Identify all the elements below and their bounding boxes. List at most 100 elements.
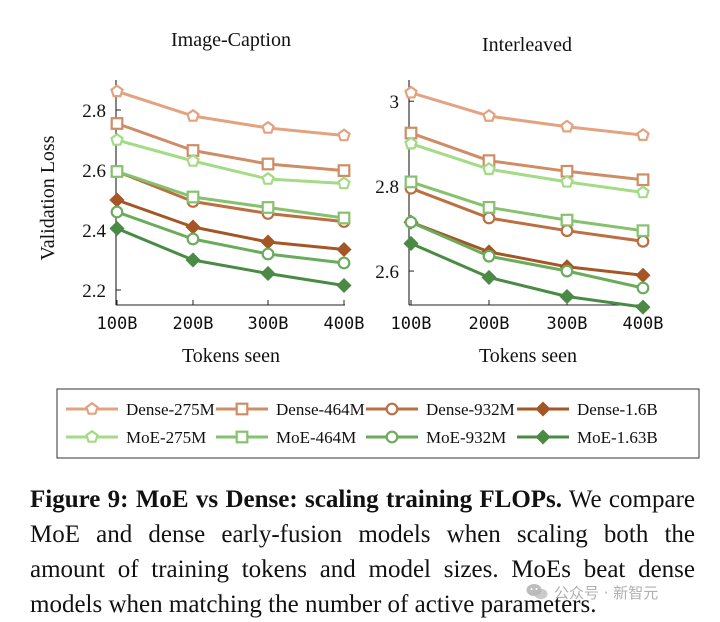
series-moe-464m-interleaved: [404, 175, 650, 238]
chart-interleaved: Interleaved Tokens seen 2.6 2.8 3 100B 200B 300…: [375, 34, 663, 367]
series-line: [410, 142, 644, 194]
series-moe-275m-interleaved: [404, 136, 650, 199]
data-point: [261, 247, 275, 261]
x-tick-label: 400B: [623, 314, 664, 334]
y-tick-label: 2.2: [82, 281, 106, 302]
series-moe-464m-image-caption: [110, 165, 351, 225]
data-point: [636, 234, 650, 248]
chart-image-caption: Image-Caption Tokens seen Validation Loss 2…: [37, 29, 364, 367]
chart-title-image-caption: Image-Caption: [171, 29, 291, 51]
y-tick-label: 3: [390, 92, 400, 113]
y-tick-label: 2.6: [82, 161, 106, 182]
legend-marker: [385, 402, 399, 416]
series-moe-1-63b-image-caption: [109, 220, 352, 294]
data-point: [482, 211, 496, 225]
x-tick-label: 200B: [173, 314, 214, 334]
data-point: [404, 175, 418, 189]
series-moe-1-63b-interleaved: [403, 235, 651, 315]
y-tick-label: 2.4: [82, 221, 106, 242]
caption-lead: Figure 9: MoE vs Dense: scaling training…: [30, 486, 563, 513]
data-point: [404, 85, 418, 99]
legend-frame: [56, 388, 700, 459]
legend-item-moe-275m: MoE-275M: [66, 428, 206, 447]
data-point: [185, 252, 201, 268]
data-point: [110, 165, 124, 178]
data-point: [636, 224, 650, 238]
data-point: [261, 171, 275, 185]
series-moe-932m-image-caption: [110, 205, 351, 270]
legend-item-moe-464m: MoE-464M: [216, 428, 356, 447]
data-point: [261, 157, 275, 171]
legend-marker: [235, 402, 249, 416]
data-point: [110, 84, 124, 98]
series-line: [410, 242, 644, 309]
caption-body: We compare MoE and dense early-fusion mo…: [30, 486, 695, 618]
data-point: [482, 108, 496, 122]
data-point: [404, 215, 418, 229]
series-line: [116, 138, 345, 185]
data-point: [110, 117, 124, 130]
data-point: [482, 200, 496, 214]
chart-legend: Dense-275M Dense-464M Dense-932M Dense-1.6B…: [56, 388, 700, 459]
legend-marker: [535, 401, 551, 417]
data-point: [635, 299, 651, 315]
data-point: [337, 176, 351, 190]
data-point: [109, 220, 125, 237]
legend-marker: [85, 401, 99, 415]
data-point: [482, 249, 496, 263]
data-point: [186, 232, 200, 246]
data-point: [337, 164, 351, 178]
series-dense-464m-image-caption: [110, 117, 351, 178]
legend-label: Dense-464M: [276, 400, 365, 419]
legend-label: MoE-1.63B: [577, 428, 658, 447]
data-point: [404, 136, 418, 150]
series-line: [116, 170, 345, 220]
data-point: [560, 213, 574, 227]
x-tick-label: 400B: [324, 314, 365, 334]
data-point: [260, 265, 276, 282]
data-point: [260, 234, 276, 250]
series-moe-275m-image-caption: [110, 132, 351, 190]
series-line: [410, 131, 644, 182]
data-point: [560, 264, 574, 278]
x-tick-label: 300B: [248, 314, 289, 334]
data-point: [560, 174, 574, 188]
data-point: [403, 235, 419, 251]
data-point: [560, 119, 574, 133]
x-axis-label-interleaved: Tokens seen: [479, 345, 577, 367]
series-line: [410, 186, 644, 243]
x-tick-label: 100B: [391, 314, 432, 334]
series-moe-932m-interleaved: [404, 215, 650, 295]
x-axis-label-image-caption: Tokens seen: [182, 345, 280, 367]
series-line: [410, 220, 644, 277]
legend-label: Dense-275M: [126, 400, 215, 419]
series-dense-932m-image-caption: [110, 165, 351, 229]
figure-caption: Figure 9: MoE vs Dense: scaling training…: [30, 482, 695, 622]
series-dense-1-6b-image-caption: [109, 192, 352, 258]
data-point: [636, 185, 650, 199]
watermark: 公众号 · 新智元: [526, 577, 658, 607]
legend-label: Dense-932M: [426, 400, 515, 419]
series-line: [116, 89, 345, 137]
watermark-text: 公众号 · 新智元: [554, 583, 659, 602]
data-point: [185, 219, 201, 235]
legend-marker: [535, 429, 551, 445]
data-point: [337, 211, 351, 225]
series-line: [116, 170, 345, 224]
data-point: [109, 192, 125, 208]
legend-label: MoE-275M: [126, 428, 206, 447]
wechat-icon: [526, 584, 548, 600]
y-tick-label: 2.6: [375, 262, 399, 283]
legend-label: Dense-1.6B: [577, 400, 658, 419]
series-line: [116, 122, 345, 173]
legend-item-moe-1-63b: MoE-1.63B: [517, 428, 658, 447]
chart-title-interleaved: Interleaved: [482, 34, 572, 56]
y-tick-label: 2.8: [82, 101, 106, 122]
series-line: [116, 210, 345, 265]
data-point: [261, 120, 275, 134]
data-point: [560, 224, 574, 238]
data-point: [636, 128, 650, 141]
data-point: [559, 288, 575, 305]
series-line: [116, 227, 345, 287]
legend-marker: [85, 429, 99, 443]
